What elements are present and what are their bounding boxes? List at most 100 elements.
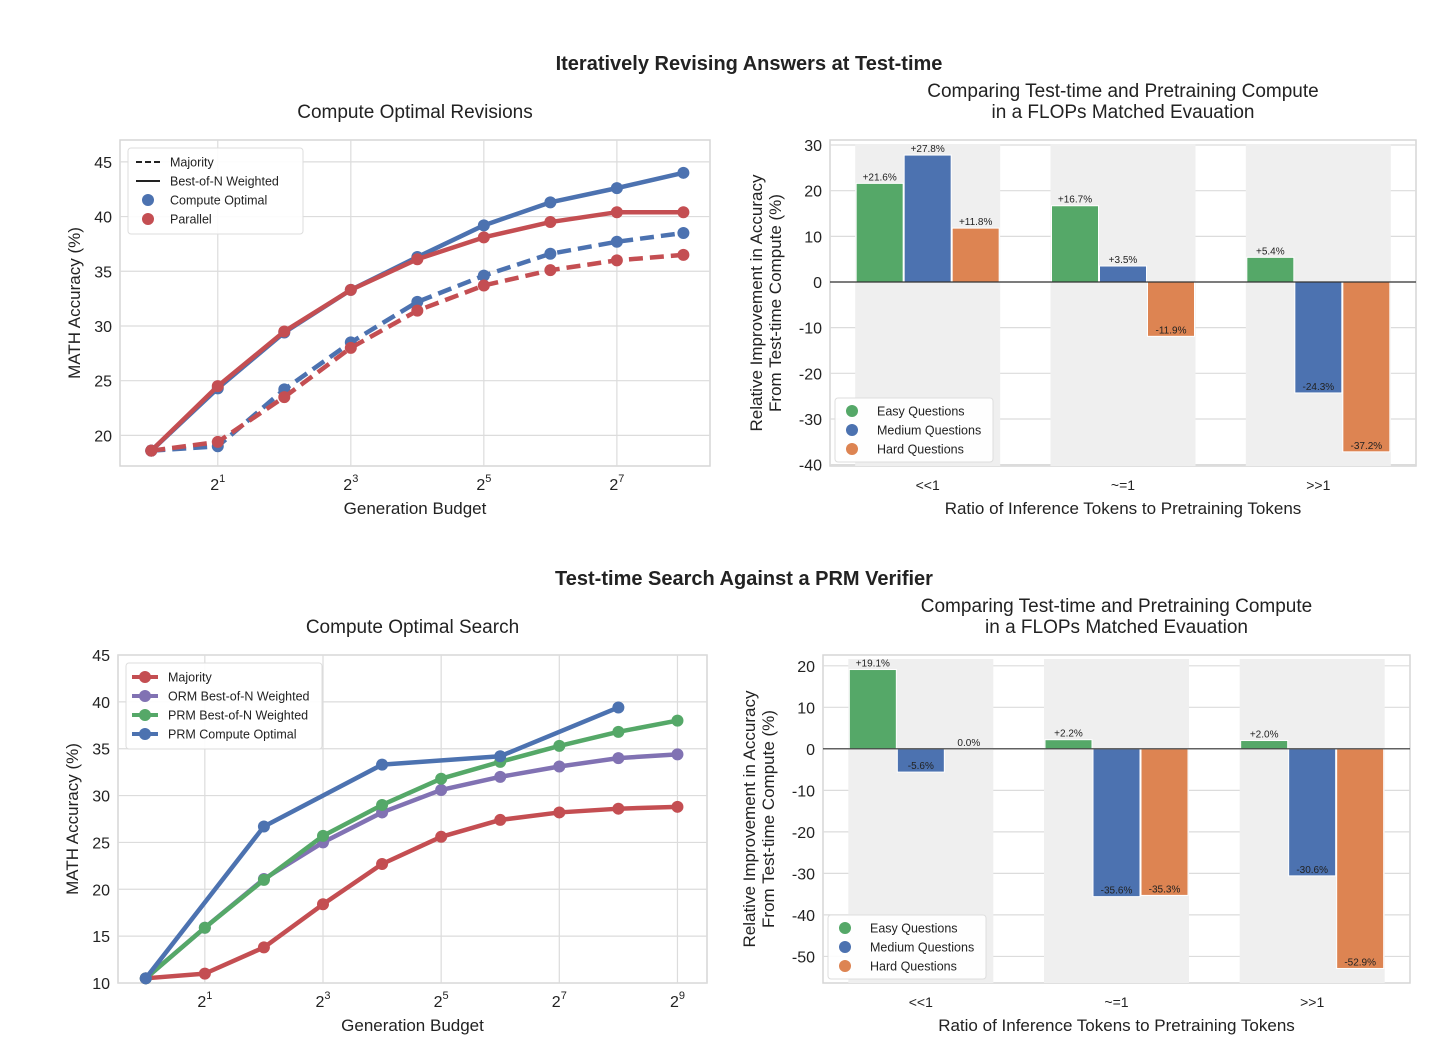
y-axis-label-line: From Test-time Compute (%) (759, 710, 778, 928)
chart-1: Comparing Test-time and Pretraining Comp… (747, 81, 1417, 518)
data-point (677, 248, 690, 261)
y-tick-label: 10 (92, 976, 110, 993)
x-tick-exponent: 5 (443, 990, 449, 1002)
data-point (677, 166, 690, 179)
data-point (376, 758, 389, 771)
y-tick-label: 35 (94, 264, 112, 281)
x-tick-label: <<1 (909, 994, 933, 1010)
legend: Majority Best-of-N Weighted Compute Optima… (127, 147, 304, 235)
data-point (344, 283, 357, 296)
y-tick-label: 0 (806, 742, 815, 759)
data-point (610, 235, 623, 248)
x-tick-label: >>1 (1306, 477, 1330, 493)
y-tick-label: 20 (797, 659, 815, 676)
bar-value-label: +2.0% (1250, 730, 1279, 741)
x-tick-base: 2 (609, 477, 618, 494)
legend-label: Easy Questions (870, 922, 958, 936)
legend-label: Compute Optimal (170, 194, 267, 208)
y-axis-label-line: Relative Improvement in Accuracy (740, 690, 759, 947)
y-tick-label: 45 (94, 155, 112, 172)
data-point (411, 295, 424, 308)
data-point (671, 800, 684, 813)
bar (1342, 281, 1391, 453)
x-tick-label: 21 (210, 473, 225, 494)
bar (1092, 748, 1141, 898)
data-point (257, 941, 270, 954)
data-point (211, 380, 224, 393)
x-tick-exponent: 1 (206, 990, 212, 1002)
legend-dot-swatch (846, 443, 858, 455)
chart-title: Compute Optimal Revisions (297, 102, 532, 123)
data-point (376, 798, 389, 811)
x-tick-base: 2 (476, 477, 485, 494)
chart-title-line: Comparing Test-time and Pretraining Comp… (927, 81, 1318, 102)
legend-label: PRM Compute Optimal (168, 728, 297, 742)
x-tick-label: 27 (609, 473, 624, 494)
y-tick-label: 10 (797, 700, 815, 717)
data-point (544, 196, 557, 209)
bar (1240, 740, 1289, 750)
legend-label: Majority (168, 671, 213, 685)
y-axis-label-line: Relative Improvement in Accuracy (747, 174, 766, 431)
bar (1099, 265, 1147, 283)
y-tick-label: 35 (92, 742, 110, 759)
y-tick-label: 30 (804, 138, 822, 155)
bar-value-label: -11.9% (1156, 325, 1187, 336)
legend-label: Best-of-N Weighted (170, 175, 279, 189)
legend-dot-swatch (839, 922, 851, 934)
bar (1051, 205, 1099, 283)
y-tick-label: -30 (792, 866, 815, 883)
y-tick-label: -20 (799, 366, 822, 383)
bar-value-label: +11.8% (959, 217, 993, 228)
y-tick-label: 15 (92, 929, 110, 946)
legend: Majority ORM Best-of-N Weighted PRM Best-o… (125, 662, 323, 750)
legend-dot-swatch (139, 709, 151, 721)
bar-value-label: +3.5% (1109, 255, 1138, 266)
bar-value-label: -37.2% (1350, 441, 1382, 452)
x-tick-base: 2 (343, 477, 352, 494)
bar (1288, 748, 1337, 877)
x-tick-label: 21 (197, 990, 212, 1011)
chart-0: Compute Optimal Revisions Generation Budg… (65, 102, 711, 518)
y-tick-label: 40 (92, 695, 110, 712)
chart-2: Compute Optimal Search Generation Budget M… (63, 617, 708, 1035)
data-point (257, 873, 270, 886)
legend-label: Majority (170, 156, 215, 170)
x-tick-base: 2 (197, 994, 206, 1011)
x-tick-exponent: 3 (352, 473, 358, 485)
data-point (435, 772, 448, 785)
y-tick-label: -40 (792, 908, 815, 925)
legend-label: Parallel (170, 213, 212, 227)
legend-dot-swatch (142, 213, 154, 225)
y-tick-label: -40 (799, 458, 822, 475)
y-tick-label: -20 (792, 825, 815, 842)
data-point (544, 264, 557, 277)
legend-label: Hard Questions (877, 443, 964, 457)
x-axis-label: Generation Budget (341, 1016, 484, 1035)
data-point (145, 444, 158, 457)
chart-title-line: in a FLOPs Matched Evauation (992, 102, 1255, 123)
legend-label: PRM Best-of-N Weighted (168, 709, 308, 723)
legend-dot-swatch (846, 424, 858, 436)
legend-dot-swatch (139, 671, 151, 683)
x-tick-exponent: 7 (618, 473, 624, 485)
series-line-2 (144, 718, 678, 981)
bar-value-label: -52.9% (1344, 957, 1376, 968)
x-axis-label: Ratio of Inference Tokens to Pretraining… (945, 499, 1302, 518)
data-point (477, 231, 490, 244)
chart-title: Comparing Test-time and Pretraining Comp… (927, 81, 1318, 123)
bar-value-label: -5.6% (908, 761, 934, 772)
data-point (612, 701, 625, 714)
chart-3: Comparing Test-time and Pretraining Comp… (740, 596, 1411, 1035)
legend-dot-swatch (846, 405, 858, 417)
x-tick-label: 25 (434, 990, 449, 1011)
data-point (211, 435, 224, 448)
data-point (671, 748, 684, 761)
legend-box (127, 147, 304, 235)
data-point (139, 972, 152, 985)
chart-title: Compute Optimal Search (306, 617, 519, 638)
legend-dot-swatch (142, 194, 154, 206)
data-point (477, 279, 490, 292)
x-tick-exponent: 7 (561, 990, 567, 1002)
